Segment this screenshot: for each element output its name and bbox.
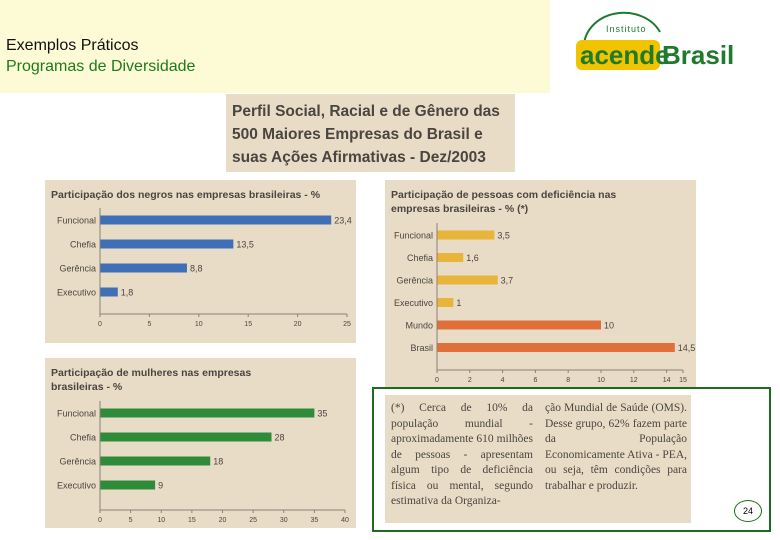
main-title-line-2: 500 Maiores Empresas do Brasil e — [232, 126, 483, 143]
x-tick-label: 10 — [157, 517, 165, 524]
category-label: Gerência — [59, 264, 96, 274]
x-tick-label: 15 — [679, 377, 687, 384]
x-tick-label: 20 — [219, 517, 227, 524]
main-title: Perfil Social, Racial e de Gênero das 50… — [232, 100, 500, 169]
x-tick-label: 40 — [341, 517, 349, 524]
acende-brasil-logo: Instituto acende Brasil — [576, 11, 734, 70]
logo-word-brasil: Brasil — [662, 40, 734, 70]
bar — [437, 230, 495, 240]
bar — [100, 480, 156, 490]
value-label: 35 — [317, 409, 327, 419]
chart-title-line: brasileiras - % — [51, 381, 123, 393]
header-subtitle: Programas de Diversidade — [6, 58, 196, 75]
category-label: Funcional — [394, 231, 433, 241]
bar — [100, 408, 315, 418]
category-label: Funcional — [57, 216, 96, 226]
x-tick-label: 0 — [98, 321, 102, 328]
x-tick-label: 6 — [533, 377, 537, 384]
chart-panel-negros: Participação dos negros nas empresas bra… — [45, 180, 356, 343]
bar — [100, 263, 187, 273]
category-label: Executivo — [57, 481, 96, 491]
chart-deficiencia: Participação de pessoas com deficiência … — [391, 189, 696, 384]
bar — [437, 275, 498, 285]
x-tick-label: 20 — [294, 321, 302, 328]
category-label: Chefia — [70, 433, 96, 443]
main-title-box: Perfil Social, Racial e de Gênero das 50… — [226, 94, 515, 172]
category-label: Chefia — [70, 240, 96, 250]
chart-negros: Participação dos negros nas empresas bra… — [51, 189, 352, 328]
category-label: Executivo — [394, 298, 433, 308]
x-tick-label: 25 — [249, 517, 257, 524]
value-label: 28 — [275, 433, 285, 443]
value-label: 3,5 — [497, 231, 510, 241]
bar — [100, 432, 272, 442]
header-title: Exemplos Práticos — [6, 37, 139, 54]
chart-panel-mulheres: Participação de mulheres nas empresas bra… — [45, 358, 356, 528]
x-tick-label: 2 — [468, 377, 472, 384]
x-tick-label: 15 — [188, 517, 196, 524]
category-label: Chefia — [407, 253, 433, 263]
x-tick-label: 0 — [435, 377, 439, 384]
value-label: 13,5 — [236, 240, 254, 250]
logo-highlight — [576, 40, 660, 70]
footnote-box: (*) Cerca de 10% da população mundial - … — [372, 387, 771, 532]
value-label: 3,7 — [501, 276, 514, 286]
x-tick-label: 8 — [566, 377, 570, 384]
value-label: 1,8 — [121, 288, 134, 298]
bar — [437, 253, 464, 262]
x-tick-label: 0 — [98, 517, 102, 524]
x-tick-label: 4 — [501, 377, 505, 384]
bar — [100, 239, 234, 249]
value-label: 1 — [456, 298, 461, 308]
bar — [437, 343, 675, 352]
chart-title-line: Participação de pessoas com deficiência … — [391, 189, 616, 201]
chart-title-line: empresas brasileiras - % (*) — [391, 203, 528, 215]
bar — [437, 320, 601, 330]
chart-mulheres: Participação de mulheres nas empresas bra… — [51, 367, 349, 524]
footnote-column-2: ção Mundial de Saúde (OMS). Desse grupo,… — [545, 402, 687, 492]
footnote-panel: (*) Cerca de 10% da população mundial - … — [385, 395, 691, 523]
chart-title-line: Participação de mulheres nas empresas — [51, 367, 251, 379]
x-tick-label: 12 — [630, 377, 638, 384]
header-band: Exemplos Práticos Programas de Diversida… — [0, 0, 550, 93]
main-title-line-1: Perfil Social, Racial e de Gênero das — [232, 103, 500, 120]
page-number: 24 — [734, 500, 762, 522]
x-tick-label: 5 — [147, 321, 151, 328]
x-tick-label: 30 — [280, 517, 288, 524]
value-label: 9 — [158, 481, 163, 491]
category-label: Gerência — [59, 457, 96, 467]
value-label: 23,4 — [334, 216, 352, 226]
bar — [100, 456, 211, 466]
category-label: Executivo — [57, 288, 96, 298]
bar — [100, 287, 118, 297]
category-label: Gerência — [396, 276, 433, 286]
category-label: Brasil — [410, 343, 433, 353]
logo-word-acende: acende — [580, 40, 670, 70]
category-label: Funcional — [57, 409, 96, 419]
x-tick-label: 25 — [343, 321, 351, 328]
x-tick-label: 10 — [597, 377, 605, 384]
bar — [100, 215, 332, 225]
logo-arc — [582, 11, 661, 49]
bar — [437, 298, 454, 307]
footnote-column-1: (*) Cerca de 10% da população mundial - … — [391, 402, 533, 507]
x-tick-label: 5 — [129, 517, 133, 524]
x-tick-label: 35 — [310, 517, 318, 524]
value-label: 8,8 — [190, 264, 203, 274]
main-title-line-3: suas Ações Afirmativas - Dez/2003 — [232, 149, 486, 166]
value-label: 14,5 — [678, 343, 696, 353]
value-label: 1,6 — [466, 253, 479, 263]
value-label: 10 — [604, 321, 614, 331]
x-tick-label: 15 — [244, 321, 252, 328]
x-tick-label: 10 — [195, 321, 203, 328]
value-label: 18 — [213, 457, 223, 467]
logo-small-text: Instituto — [606, 24, 647, 34]
chart-panel-deficiencia: Participação de pessoas com deficiência … — [385, 180, 696, 388]
x-tick-label: 14 — [663, 377, 671, 384]
category-label: Mundo — [405, 321, 433, 331]
chart-title-line: Participação dos negros nas empresas bra… — [51, 189, 321, 201]
